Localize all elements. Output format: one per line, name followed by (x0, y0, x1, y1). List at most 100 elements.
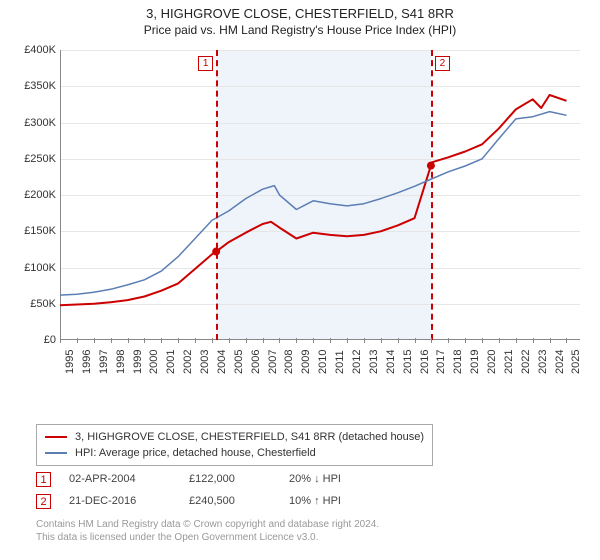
x-tick-label: 2004 (216, 350, 228, 374)
x-tick-label: 1995 (64, 350, 76, 374)
x-tick-label: 2009 (300, 350, 312, 374)
x-tick-label: 2020 (486, 350, 498, 374)
x-tick-mark (566, 338, 567, 343)
x-tick-label: 2018 (452, 350, 464, 374)
y-tick-label: £100K (10, 262, 56, 274)
x-tick-label: 2013 (368, 350, 380, 374)
x-tick-label: 2015 (402, 350, 414, 374)
legend-row-1: 3, HIGHGROVE CLOSE, CHESTERFIELD, S41 8R… (45, 429, 424, 445)
x-tick-label: 2010 (317, 350, 329, 374)
x-tick-label: 2024 (554, 350, 566, 374)
sale-delta-2: 10% ↑ HPI (289, 495, 399, 507)
plot-area: 12 (60, 50, 580, 340)
footer-line1: Contains HM Land Registry data © Crown c… (36, 518, 379, 531)
sale-date-2: 21-DEC-2016 (69, 495, 189, 507)
event-line (431, 50, 433, 340)
sale-badge-1: 1 (36, 472, 51, 487)
x-tick-mark (364, 338, 365, 343)
sale-delta-suffix-2: HPI (323, 495, 341, 507)
x-tick-label: 2019 (469, 350, 481, 374)
y-tick-label: £200K (10, 189, 56, 201)
chart-container: 12 £0£50K£100K£150K£200K£250K£300K£350K£… (10, 48, 590, 388)
x-tick-mark (212, 338, 213, 343)
x-tick-label: 2011 (334, 350, 346, 374)
x-tick-label: 2007 (267, 350, 279, 374)
down-arrow-icon: ↓ (314, 473, 320, 485)
x-tick-label: 2006 (250, 350, 262, 374)
x-tick-label: 2021 (503, 350, 515, 374)
x-tick-mark (381, 338, 382, 343)
event-badge: 1 (198, 56, 213, 71)
y-tick-label: £0 (10, 334, 56, 346)
x-tick-label: 2023 (537, 350, 549, 374)
sales-row-2: 2 21-DEC-2016 £240,500 10% ↑ HPI (36, 490, 399, 512)
sale-badge-2: 2 (36, 494, 51, 509)
legend: 3, HIGHGROVE CLOSE, CHESTERFIELD, S41 8R… (36, 424, 433, 466)
x-tick-mark (550, 338, 551, 343)
sale-delta-suffix-1: HPI (323, 473, 341, 485)
line-chart-svg (60, 50, 580, 340)
x-tick-mark (195, 338, 196, 343)
y-tick-label: £300K (10, 117, 56, 129)
y-tick-label: £50K (10, 298, 56, 310)
x-tick-label: 2002 (182, 350, 194, 374)
footer-line2: This data is licensed under the Open Gov… (36, 531, 379, 544)
x-tick-label: 2017 (435, 350, 447, 374)
x-tick-mark (482, 338, 483, 343)
legend-label-series-1: 3, HIGHGROVE CLOSE, CHESTERFIELD, S41 8R… (75, 431, 424, 443)
title-line2: Price paid vs. HM Land Registry's House … (0, 23, 600, 37)
x-tick-mark (263, 338, 264, 343)
x-tick-mark (178, 338, 179, 343)
x-tick-mark (60, 338, 61, 343)
sale-delta-pct-1: 20% (289, 473, 311, 485)
sale-price-2: £240,500 (189, 495, 289, 507)
x-tick-label: 2001 (165, 350, 177, 374)
x-tick-mark (229, 338, 230, 343)
x-tick-mark (415, 338, 416, 343)
x-tick-label: 2016 (419, 350, 431, 374)
x-tick-label: 1999 (132, 350, 144, 374)
x-tick-label: 2025 (570, 350, 582, 374)
sales-row-1: 1 02-APR-2004 £122,000 20% ↓ HPI (36, 468, 399, 490)
x-tick-mark (313, 338, 314, 343)
x-tick-label: 2022 (520, 350, 532, 374)
x-tick-label: 2014 (385, 350, 397, 374)
x-tick-label: 2012 (351, 350, 363, 374)
x-tick-mark (465, 338, 466, 343)
sale-price-1: £122,000 (189, 473, 289, 485)
y-tick-label: £350K (10, 80, 56, 92)
x-tick-label: 2000 (148, 350, 160, 374)
legend-row-2: HPI: Average price, detached house, Ches… (45, 445, 424, 461)
x-tick-mark (330, 338, 331, 343)
series-line (60, 112, 567, 296)
legend-label-series-2: HPI: Average price, detached house, Ches… (75, 447, 316, 459)
x-tick-label: 2003 (199, 350, 211, 374)
x-tick-label: 2005 (233, 350, 245, 374)
x-tick-mark (246, 338, 247, 343)
sale-delta-pct-2: 10% (289, 495, 311, 507)
x-tick-mark (128, 338, 129, 343)
event-line (216, 50, 218, 340)
y-tick-label: £250K (10, 153, 56, 165)
x-tick-label: 1996 (81, 350, 93, 374)
x-tick-label: 1998 (115, 350, 127, 374)
x-tick-label: 2008 (283, 350, 295, 374)
x-tick-mark (516, 338, 517, 343)
sales-table: 1 02-APR-2004 £122,000 20% ↓ HPI 2 21-DE… (36, 468, 399, 512)
sale-date-1: 02-APR-2004 (69, 473, 189, 485)
up-arrow-icon: ↑ (314, 495, 320, 507)
y-tick-label: £400K (10, 44, 56, 56)
x-tick-mark (448, 338, 449, 343)
x-tick-mark (398, 338, 399, 343)
footer: Contains HM Land Registry data © Crown c… (36, 518, 379, 544)
x-tick-mark (111, 338, 112, 343)
title-line1: 3, HIGHGROVE CLOSE, CHESTERFIELD, S41 8R… (0, 6, 600, 21)
x-tick-label: 1997 (98, 350, 110, 374)
legend-swatch-series-1 (45, 436, 67, 438)
x-tick-mark (533, 338, 534, 343)
y-tick-label: £150K (10, 225, 56, 237)
legend-swatch-series-2 (45, 452, 67, 454)
chart-title-block: 3, HIGHGROVE CLOSE, CHESTERFIELD, S41 8R… (0, 0, 600, 41)
x-tick-mark (279, 338, 280, 343)
event-badge: 2 (435, 56, 450, 71)
